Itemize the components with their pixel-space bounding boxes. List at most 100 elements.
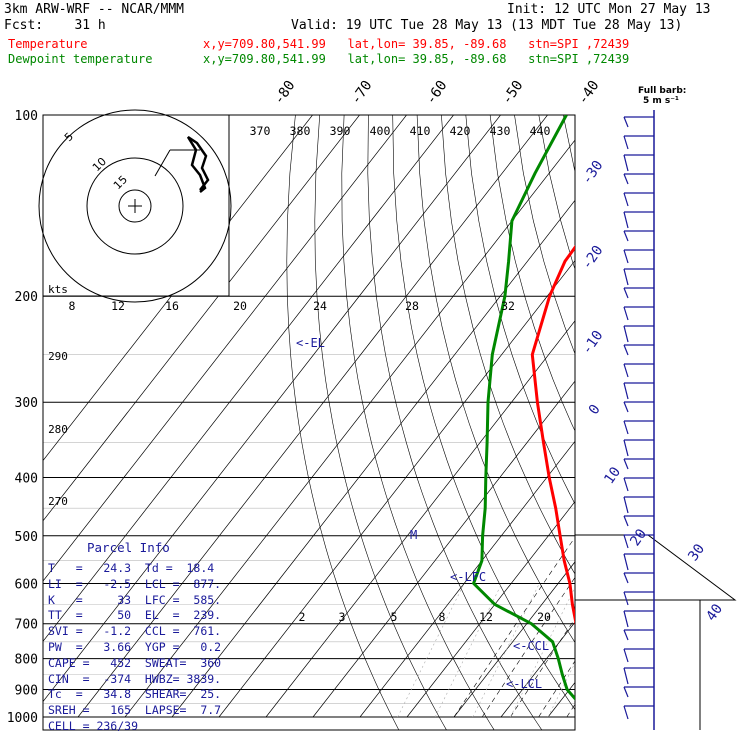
moist-adiabat-line [595,296,740,717]
wind-barb-flag [623,686,629,698]
dry-adiabat-line [416,115,575,643]
mixing-ratio-label: 28 [405,299,419,313]
level-annotation: <-LCL [506,677,542,691]
theta-e-label: 380 [290,124,311,138]
theta-e-label: 430 [490,124,511,138]
parcel-info-row: LI = -2.5 LCL = 877. [48,576,222,591]
level-annotation: <-LFC [450,570,486,584]
wind-barb-flag [623,572,629,584]
wind-barb-flag [623,705,629,720]
parcel-info-row: CAPE = 452 SWEAT= 360 [48,655,222,670]
wind-barb-flag [623,534,629,549]
mixing-ratio-label: 20 [233,299,247,313]
isotherm-line [736,115,740,717]
valid-time: Valid: 19 UTC Tue 28 May 13 (13 MDT Tue … [291,18,683,33]
isotherm-label: 20 [627,526,650,549]
mixing-ratio-line [397,583,465,718]
isotherm-label: -40 [575,78,603,108]
model-title: 3km ARW-WRF -- NCAR/MMM [4,2,185,17]
mixing-ratio-label-low: 8 [439,610,446,624]
moist-adiabat-line [453,536,575,718]
theta-e-label: 420 [450,124,471,138]
wind-barb-flag [623,401,629,413]
wind-barb-flag [623,230,629,242]
mixing-ratio-label-low: 3 [339,610,346,624]
wind-barbs [623,110,655,730]
wind-barb-flag [623,610,629,628]
isotherm-label: 30 [685,541,708,564]
parcel-info-title: Parcel Info [87,540,170,555]
isotherm-line [43,115,407,582]
dewpoint-legend: Dewpoint temperature [8,52,153,66]
pressure-tick-label: 400 [15,471,38,486]
level-annotation: <-CCL [513,639,549,653]
isotherm-label: -80 [271,78,299,108]
wind-barb-flag [623,306,629,321]
chart-grid [43,115,740,730]
wind-barb-flag [623,363,629,378]
parcel-info-row: PW = 3.66 YGP = 0.2 [48,640,222,654]
wind-barb-flag [623,420,629,435]
dry-adiabat-line [441,115,575,575]
isotherm-label: -30 [579,158,607,188]
mixing-ratio-label-low: 12 [479,610,493,624]
level-annotation: <-EL [296,336,325,350]
pressure-tick-label: 100 [15,109,38,124]
sounding-traces [471,115,575,701]
temperature-trace [530,244,575,626]
moist-adiabat-line [481,577,575,718]
parcel-info-row: T = 24.3 Td = 18.4 [48,561,215,575]
dry-adiabat-line [314,115,447,730]
dry-adiabat-line [562,115,575,174]
mixing-ratio-label-low: 5 [391,610,398,624]
pressure-tick-label: 800 [15,653,38,668]
wind-barb-flag [623,439,629,457]
isotherm-line [43,115,313,462]
isotherm-line [43,115,454,642]
mixing-ratio-label-low: 20 [537,610,551,624]
isotherm-label: -20 [579,243,607,273]
dry-adiabat-line [367,115,542,730]
parcel-info-row: CIN = -374 HWBZ= 3839. [48,671,222,686]
dry-adiabat-line [709,115,740,730]
parcel-info-row: SREH = 165 LAPSE= 7.7 [48,703,222,718]
mixing-ratio-label: 16 [165,299,179,313]
pressure-tick-label: 600 [15,577,38,592]
isotherm-label: -60 [423,78,451,108]
wind-barb-flag [623,553,629,571]
hodograph-ring [86,157,184,255]
frame-extension [575,534,737,601]
theta-e-label: 390 [330,124,351,138]
isotherm-line [312,380,575,718]
mixing-ratio-line [547,662,575,718]
wind-barb-flag [623,667,629,685]
storm-motion-line [154,149,171,177]
temperature-legend: Temperature [8,37,88,51]
pressure-tick-label: 300 [15,396,38,411]
isotherm-line [406,501,575,718]
parcel-info-row: K = 33 LFC = 585. [48,592,222,607]
parcel-info-row: SVI = -1.2 CCL = 761. [48,624,222,639]
forecast-hour: Fcst: 31 h [4,18,106,33]
isotherm-label: 10 [601,464,624,487]
wind-barb-flag [623,287,629,299]
isotherm-label: 40 [703,601,726,624]
dewpoint-location: x,y=709.80,541.99 lat,lon= 39.85, -89.68… [203,52,630,66]
moist-adiabat-line [623,296,740,717]
theta-label: 290 [48,350,68,363]
isotherm-line [689,115,740,717]
isotherm-line [171,199,575,718]
wind-barb-flag [623,268,629,286]
wind-barb-flag [623,591,629,606]
isotherm-label: -50 [499,78,527,108]
isotherm-line [359,440,575,718]
barb-key-line1: Full barb: [638,86,686,96]
theta-e-label: 370 [250,124,271,138]
dewpoint-trace [471,115,575,701]
theta-label: 270 [48,495,68,508]
wind-barb-flag [623,458,629,470]
dry-adiabat-line [734,115,740,730]
mixing-ratio-label-low: 2 [299,610,306,624]
wind-barb-flag [623,249,629,264]
